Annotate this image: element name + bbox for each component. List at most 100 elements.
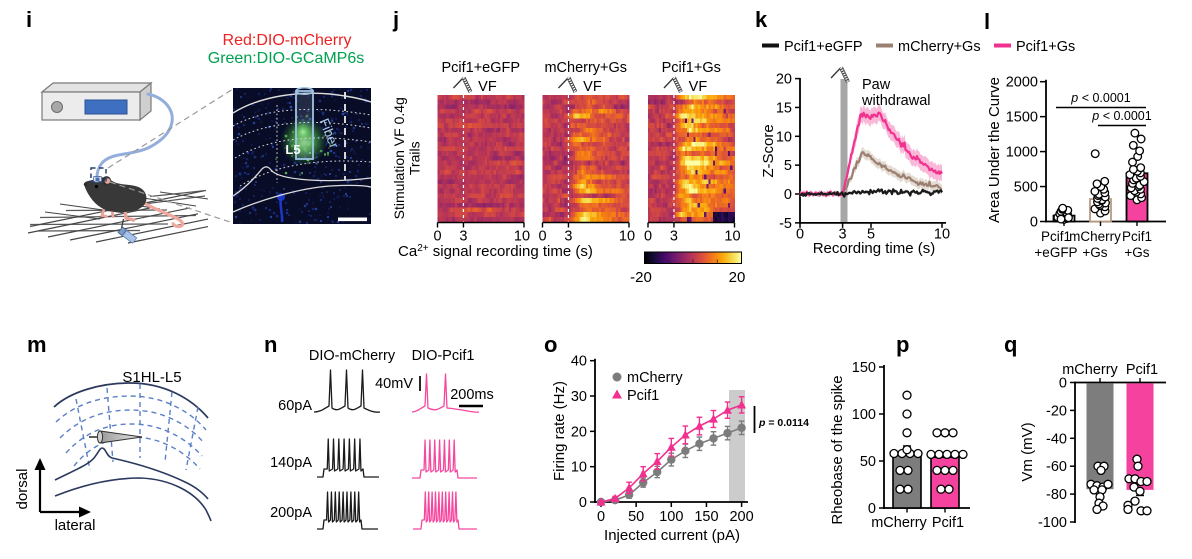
- svg-text:20: 20: [571, 424, 587, 440]
- svg-text:1500: 1500: [1006, 110, 1038, 126]
- svg-text:Pcif1+Gs: Pcif1+Gs: [1016, 39, 1075, 55]
- svg-text:Pcif1: Pcif1: [1126, 362, 1158, 378]
- svg-text:0: 0: [538, 229, 546, 245]
- svg-text:5: 5: [867, 226, 875, 242]
- svg-text:10: 10: [571, 460, 587, 476]
- svg-text:Stimulation VF 0.4g: Stimulation VF 0.4g: [391, 97, 407, 219]
- svg-text:+Gs: +Gs: [1082, 245, 1107, 260]
- svg-text:-60: -60: [1046, 459, 1067, 475]
- svg-text:200ms: 200ms: [450, 387, 494, 403]
- svg-text:VF: VF: [478, 79, 497, 95]
- svg-text:3: 3: [459, 229, 467, 245]
- svg-text:3: 3: [564, 229, 572, 245]
- svg-text:150: 150: [852, 360, 876, 376]
- svg-text:10: 10: [776, 129, 792, 145]
- svg-text:0: 0: [796, 226, 804, 242]
- svg-text:5: 5: [784, 158, 792, 174]
- svg-text:30: 30: [571, 389, 587, 405]
- svg-text:200pA: 200pA: [270, 505, 312, 521]
- svg-text:Pcif1: Pcif1: [1122, 229, 1152, 244]
- svg-text:p < 0.0001: p < 0.0001: [1091, 109, 1151, 123]
- svg-text:-100: -100: [1038, 515, 1067, 531]
- svg-text:2000: 2000: [1006, 75, 1038, 91]
- svg-text:10: 10: [619, 229, 635, 245]
- svg-text:200: 200: [729, 509, 753, 525]
- svg-text:150: 150: [694, 509, 718, 525]
- svg-text:L5: L5: [285, 142, 300, 157]
- svg-text:mCherry+Gs: mCherry+Gs: [898, 39, 981, 55]
- svg-text:Injected current (pA): Injected current (pA): [604, 527, 740, 544]
- svg-text:Pcif1+eGFP: Pcif1+eGFP: [784, 39, 863, 55]
- svg-text:Recording time (s): Recording time (s): [813, 240, 936, 257]
- svg-text:20: 20: [776, 72, 792, 88]
- svg-text:DIO-Pcif1: DIO-Pcif1: [412, 348, 475, 364]
- svg-text:p < 0.0001: p < 0.0001: [1070, 91, 1130, 105]
- svg-text:60pA: 60pA: [278, 398, 312, 414]
- svg-text:Pcif1: Pcif1: [1041, 229, 1071, 244]
- svg-text:-20: -20: [1046, 403, 1067, 419]
- svg-text:50: 50: [860, 454, 876, 470]
- svg-text:100: 100: [659, 509, 683, 525]
- svg-text:lateral: lateral: [55, 517, 96, 534]
- svg-text:+Gs: +Gs: [1124, 245, 1149, 260]
- svg-text:Pcif1+eGFP: Pcif1+eGFP: [441, 60, 520, 76]
- svg-text:mCherry: mCherry: [871, 515, 927, 531]
- svg-text:Ca2+ signal recording time (s): Ca2+ signal recording time (s): [398, 243, 593, 260]
- svg-text:0: 0: [433, 229, 441, 245]
- svg-text:3: 3: [839, 226, 847, 242]
- svg-text:-20: -20: [630, 269, 652, 286]
- svg-text:DIO-mCherry: DIO-mCherry: [309, 348, 396, 364]
- svg-text:S1HL-L5: S1HL-L5: [122, 369, 181, 386]
- svg-text:k: k: [755, 7, 768, 32]
- svg-text:VF: VF: [583, 79, 602, 95]
- svg-text:Pcif1+Gs: Pcif1+Gs: [662, 60, 721, 76]
- svg-text:withdrawal: withdrawal: [861, 93, 931, 109]
- svg-text:mCherry+Gs: mCherry+Gs: [544, 60, 627, 76]
- svg-text:p = 0.0114: p = 0.0114: [758, 417, 809, 429]
- svg-text:10: 10: [514, 229, 530, 245]
- svg-text:140pA: 140pA: [270, 455, 312, 471]
- svg-text:m: m: [27, 332, 47, 357]
- svg-text:mCherry: mCherry: [1062, 362, 1118, 378]
- svg-text:100: 100: [852, 407, 876, 423]
- svg-text:500: 500: [1014, 180, 1038, 196]
- svg-text:Green:DIO-GCaMP6s: Green:DIO-GCaMP6s: [208, 50, 364, 67]
- svg-text:VF: VF: [689, 79, 708, 95]
- svg-text:50: 50: [628, 509, 644, 525]
- svg-text:3: 3: [670, 229, 678, 245]
- svg-text:1000: 1000: [1006, 145, 1038, 161]
- svg-text:Pcif1: Pcif1: [932, 515, 964, 531]
- svg-text:0: 0: [1030, 215, 1038, 231]
- svg-text:mCherry: mCherry: [627, 370, 683, 386]
- svg-text:40: 40: [571, 354, 587, 370]
- svg-text:Firing rate (Hz): Firing rate (Hz): [551, 381, 568, 481]
- svg-text:Rheobase of the spike: Rheobase of the spike: [829, 375, 846, 524]
- svg-text:l: l: [984, 9, 990, 34]
- svg-text:j: j: [392, 7, 399, 32]
- svg-text:0: 0: [868, 501, 876, 517]
- svg-text:0: 0: [1059, 376, 1067, 392]
- svg-text:0: 0: [644, 229, 652, 245]
- svg-text:dorsal: dorsal: [14, 469, 31, 510]
- svg-text:0: 0: [579, 495, 587, 511]
- svg-text:mCherry: mCherry: [1069, 229, 1121, 244]
- svg-text:40mV: 40mV: [375, 376, 413, 392]
- svg-text:Pcif1: Pcif1: [627, 388, 659, 404]
- svg-text:-40: -40: [1046, 431, 1067, 447]
- svg-text:n: n: [264, 332, 277, 357]
- svg-text:Red:DIO-mCherry: Red:DIO-mCherry: [223, 32, 352, 49]
- svg-text:Z-Score: Z-Score: [760, 124, 777, 177]
- svg-text:-80: -80: [1046, 487, 1067, 503]
- svg-text:Paw: Paw: [862, 77, 891, 93]
- svg-text:20: 20: [729, 269, 746, 286]
- svg-text:Area Under the Curve: Area Under the Curve: [986, 77, 1003, 223]
- svg-text:o: o: [544, 332, 557, 357]
- svg-text:i: i: [26, 7, 32, 32]
- svg-text:15: 15: [776, 100, 792, 116]
- svg-text:0: 0: [597, 509, 605, 525]
- svg-text:10: 10: [724, 229, 740, 245]
- svg-text:Vm (mV): Vm (mV): [1019, 422, 1036, 481]
- svg-text:10: 10: [934, 226, 950, 242]
- svg-text:+eGFP: +eGFP: [1034, 245, 1077, 260]
- svg-text:-5: -5: [779, 216, 792, 232]
